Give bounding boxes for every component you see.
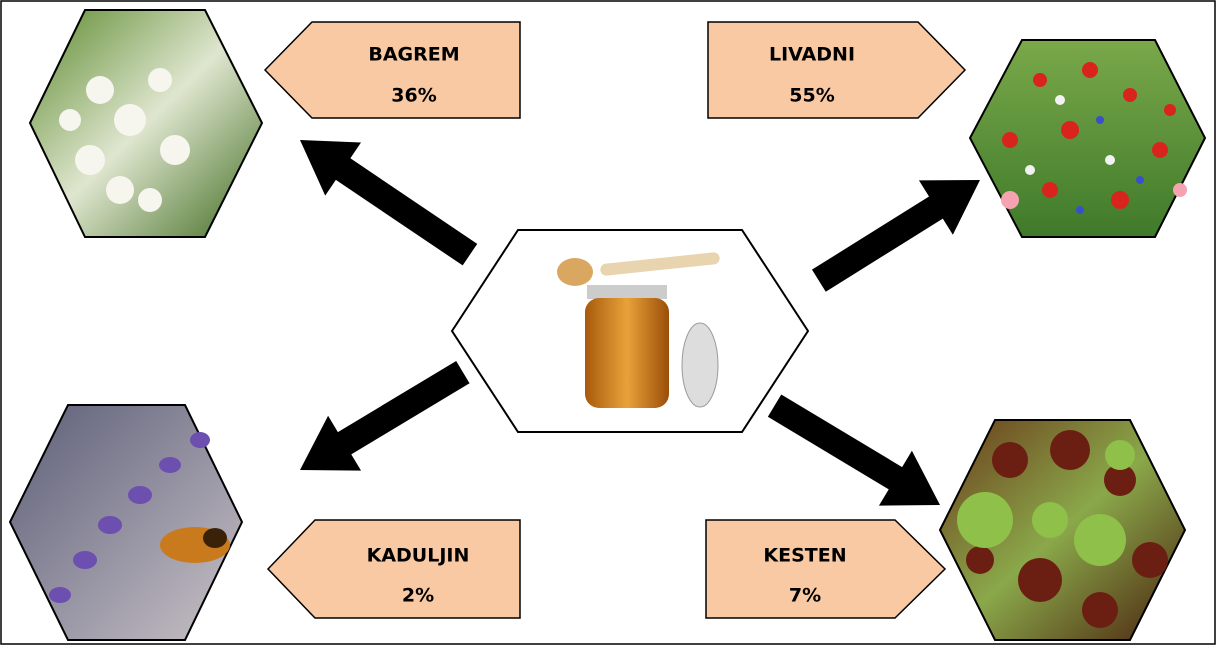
- shape: [128, 486, 152, 504]
- shape: [1055, 95, 1065, 105]
- banner: LIVADNI 55%: [708, 22, 965, 118]
- shape: [203, 528, 227, 548]
- shape: [106, 176, 134, 204]
- arrow: [758, 378, 956, 532]
- shape: [1076, 206, 1084, 214]
- shape: [59, 109, 81, 131]
- shape: [1074, 514, 1126, 566]
- shape: [75, 145, 105, 175]
- shape: [1173, 183, 1187, 197]
- shape: [268, 520, 520, 618]
- shape: [992, 442, 1028, 478]
- shape: [1002, 132, 1018, 148]
- arrow: [802, 153, 997, 308]
- shape: [1132, 542, 1168, 578]
- shape: [1032, 502, 1068, 538]
- shape: [1105, 155, 1115, 165]
- shape: [1136, 176, 1144, 184]
- shape: [1105, 440, 1135, 470]
- shape: [1061, 121, 1079, 139]
- shape: [557, 258, 593, 286]
- shape: [190, 432, 210, 448]
- shape: [1042, 182, 1058, 198]
- shape: [159, 457, 181, 473]
- banner: KESTEN 7%: [706, 520, 945, 618]
- shape: [966, 546, 994, 574]
- shape: [682, 323, 718, 407]
- shape: [160, 135, 190, 165]
- banner: KADULJIN 2%: [268, 520, 520, 618]
- shape: [114, 104, 146, 136]
- chestnut-picture: [940, 420, 1185, 640]
- shape: [1033, 73, 1047, 87]
- shape: [1018, 558, 1062, 602]
- arrow: [282, 113, 488, 281]
- shape: [49, 587, 71, 603]
- shape: [73, 551, 97, 569]
- diagram: BAGREM 36% LIVADNI 55% KADULJIN 2% KESTE…: [0, 0, 1216, 645]
- sage-picture: [10, 405, 242, 640]
- honey-type: KADULJIN: [367, 545, 470, 567]
- arrow: [284, 345, 480, 498]
- honey-type: LIVADNI: [769, 44, 855, 66]
- honey-share: 7%: [789, 585, 821, 607]
- shape: [706, 520, 945, 618]
- shape: [1152, 142, 1168, 158]
- shape: [138, 188, 162, 212]
- shape: [587, 285, 667, 299]
- shape: [1123, 88, 1137, 102]
- honey-type: BAGREM: [368, 44, 459, 66]
- shape: [1096, 116, 1104, 124]
- honey-share: 36%: [391, 85, 436, 107]
- shape: [1111, 191, 1129, 209]
- shape: [1082, 62, 1098, 78]
- shape: [1025, 165, 1035, 175]
- shape: [86, 76, 114, 104]
- shape: [1082, 592, 1118, 628]
- honey-share: 55%: [789, 85, 834, 107]
- shape: [1001, 191, 1019, 209]
- shape: [708, 22, 965, 118]
- meadow-picture: [970, 40, 1205, 237]
- banner: BAGREM 36%: [265, 22, 520, 118]
- shape: [98, 516, 122, 534]
- honey-share: 2%: [402, 585, 434, 607]
- shape: [148, 68, 172, 92]
- honey-type: KESTEN: [763, 545, 846, 567]
- shape: [1050, 430, 1090, 470]
- honey-picture: [452, 230, 808, 432]
- shape: [957, 492, 1013, 548]
- acacia-picture: [30, 10, 262, 237]
- shape: [585, 298, 669, 408]
- shape: [1164, 104, 1176, 116]
